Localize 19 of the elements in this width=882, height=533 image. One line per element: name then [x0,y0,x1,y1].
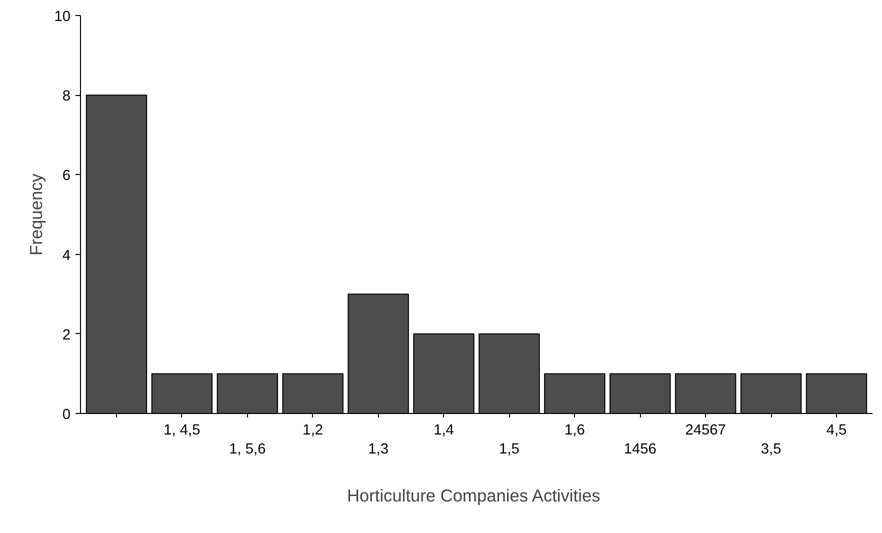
x-tick-label: 3,5 [760,442,782,458]
x-tick-label: 24567 [685,422,726,438]
x-tick-label: 1,4 [434,422,454,438]
y-axis-title: Frequency [26,173,46,256]
x-tick-label: 1,6 [564,422,585,438]
y-tick-label: 10 [54,9,71,25]
y-tick-label: 8 [62,88,71,105]
x-tick-label: 1,2 [302,422,324,438]
x-tick-label: 1, 5,6 [229,442,266,458]
x-tick-label: 1, 4,5 [164,422,200,438]
y-tick-label: 4 [62,248,71,264]
x-axis-title: Horticulture Companies Activities [346,486,601,506]
y-tick-label: 6 [62,168,71,184]
x-tick-label: 4,5 [826,422,847,438]
x-tick-label: 1,5 [499,442,520,458]
x-tick-label: 1456 [624,442,656,458]
y-tick-label: 0 [62,407,71,423]
y-tick-label: 2 [62,327,71,344]
x-tick-label: 1,3 [368,442,389,458]
